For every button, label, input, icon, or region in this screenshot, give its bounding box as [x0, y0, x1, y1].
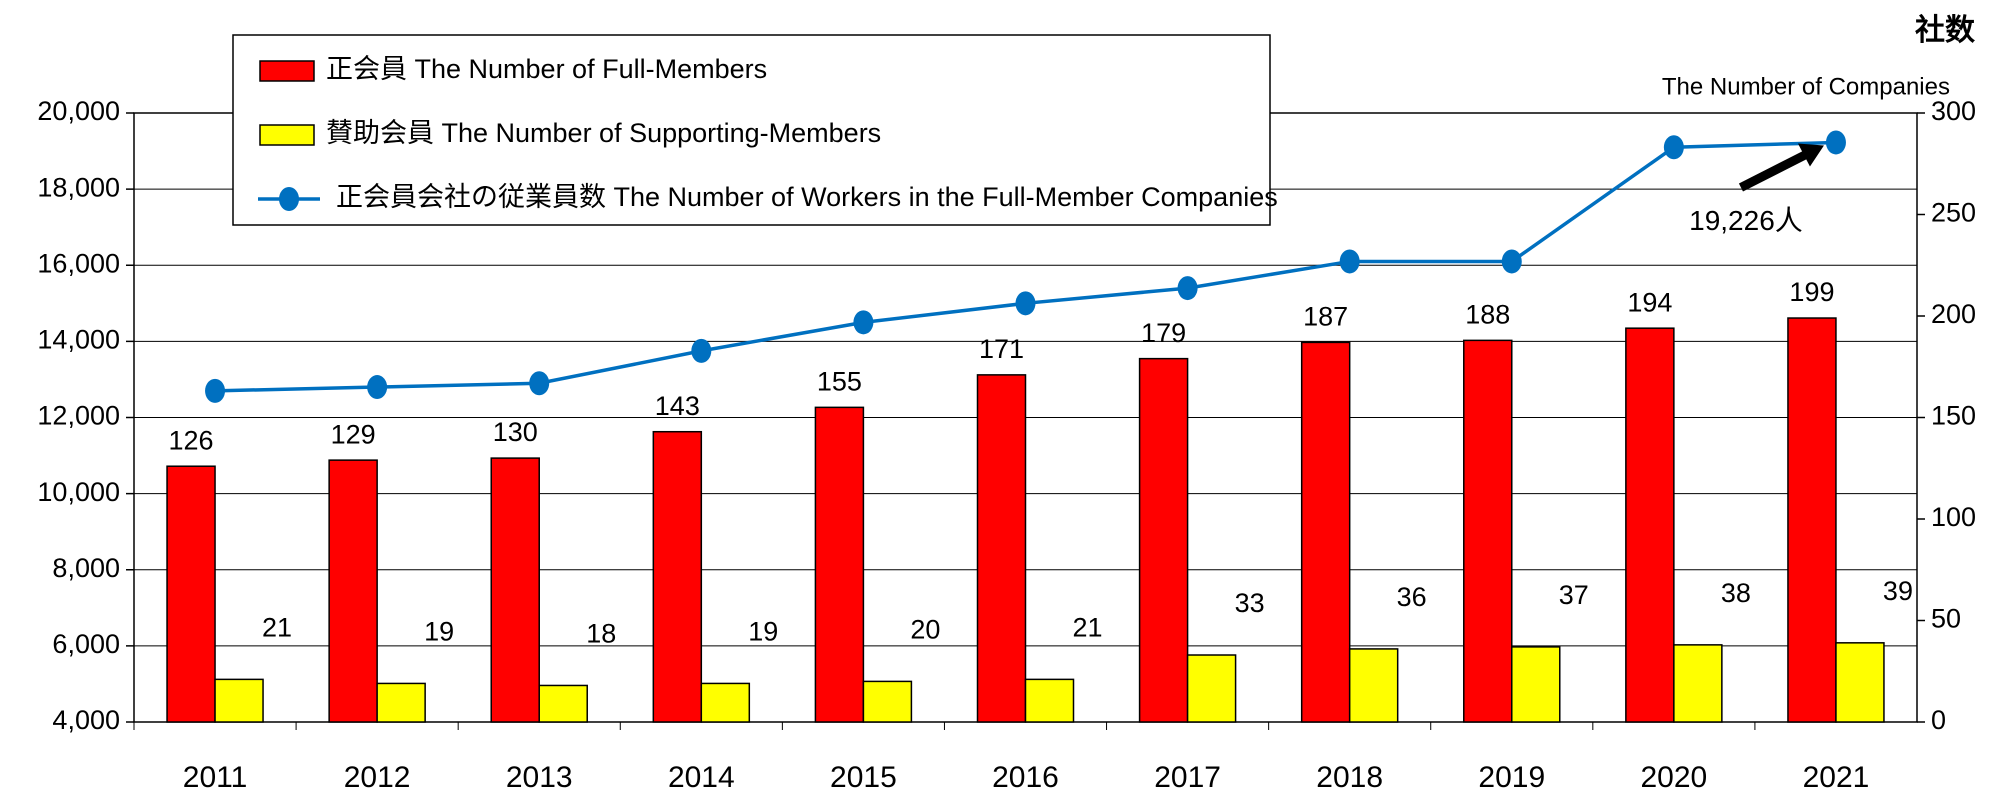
- y2-axis-label: 社数: [1915, 14, 1976, 47]
- y2-tick-label: 100: [1931, 502, 1976, 532]
- value-label: 20: [910, 615, 940, 645]
- bar: [700, 682, 751, 723]
- value-label: 19: [748, 617, 778, 647]
- legend-swatch: [259, 124, 315, 146]
- y-tick-label: 8,000: [52, 553, 120, 583]
- y-tick-label: 6,000: [52, 629, 120, 659]
- bar: [214, 678, 264, 723]
- line-point: [1015, 291, 1036, 316]
- y2-tick-label: 250: [1931, 198, 1976, 228]
- x-tick-label: 2018: [1316, 761, 1383, 794]
- bar: [1673, 644, 1723, 723]
- y2-tick-label: 50: [1931, 604, 1961, 634]
- value-label: 194: [1627, 287, 1672, 317]
- x-tick-label: 2016: [992, 761, 1059, 794]
- value-label: 39: [1883, 576, 1913, 606]
- value-label: 18: [586, 619, 616, 649]
- bar: [328, 459, 378, 723]
- line-point: [205, 378, 226, 403]
- bar: [1186, 654, 1237, 723]
- value-label: 21: [262, 612, 292, 642]
- y-tick-label: 16,000: [37, 248, 120, 278]
- x-tick-label: 2012: [344, 761, 411, 794]
- annotation-arrowhead: [1797, 143, 1824, 167]
- value-label: 155: [817, 366, 862, 396]
- y-tick-label: 14,000: [37, 325, 120, 355]
- value-label: 36: [1397, 582, 1427, 612]
- legend-box: [232, 34, 1271, 226]
- bar: [1463, 339, 1513, 723]
- legend-swatch: [259, 60, 315, 82]
- line-point: [1663, 135, 1684, 160]
- legend-label: 賛助会員 The Number of Supporting-Members: [326, 118, 881, 148]
- bar: [1300, 341, 1351, 723]
- bar: [376, 682, 426, 723]
- line-point: [1501, 249, 1522, 274]
- bar: [1511, 646, 1561, 723]
- x-tick-label: 2015: [830, 761, 897, 794]
- bar: [862, 680, 913, 723]
- x-tick-label: 2019: [1478, 761, 1545, 794]
- bar: [814, 406, 865, 723]
- y-tick-label: 4,000: [52, 705, 120, 735]
- line-point: [1825, 130, 1846, 155]
- bar: [490, 457, 540, 723]
- x-tick-label: 2021: [1803, 761, 1870, 794]
- line-point: [367, 375, 388, 400]
- annotation-arrow: [1738, 150, 1808, 192]
- bar: [652, 430, 703, 723]
- line-point: [529, 371, 550, 396]
- bar: [1787, 317, 1837, 723]
- value-label: 187: [1303, 302, 1348, 332]
- x-tick-label: 2014: [668, 761, 735, 794]
- y2-tick-label: 150: [1931, 401, 1976, 431]
- line-point: [1177, 276, 1198, 301]
- value-label: 171: [979, 334, 1024, 364]
- x-tick-label: 2017: [1154, 761, 1221, 794]
- x-tick-label: 2011: [183, 761, 248, 794]
- y-tick-label: 20,000: [37, 96, 120, 126]
- value-label: 188: [1465, 299, 1510, 329]
- line-point: [691, 338, 712, 363]
- line-point: [853, 310, 874, 335]
- value-label: 130: [493, 417, 538, 447]
- y2-tick-label: 200: [1931, 299, 1976, 329]
- bar: [976, 374, 1027, 723]
- y-tick-label: 12,000: [37, 401, 120, 431]
- x-tick-label: 2013: [506, 761, 573, 794]
- value-label: 19: [424, 617, 454, 647]
- annotation: 19,226人: [1689, 205, 1803, 236]
- bar: [1348, 648, 1399, 723]
- y-tick-label: 18,000: [37, 172, 120, 202]
- bar: [1024, 678, 1075, 723]
- legend-swatch: [279, 187, 299, 211]
- bar: [538, 684, 588, 723]
- bar: [1625, 327, 1675, 723]
- value-label: 199: [1789, 277, 1834, 307]
- y2-axis-sublabel: The Number of Companies: [1662, 73, 1950, 100]
- y-tick-label: 10,000: [37, 477, 120, 507]
- line-point: [1339, 249, 1360, 274]
- value-label: 37: [1559, 580, 1589, 610]
- value-label: 38: [1721, 578, 1751, 608]
- legend-label: 正会員会社の従業員数 The Number of Workers in the …: [336, 182, 1278, 212]
- value-label: 179: [1141, 318, 1186, 348]
- bar: [166, 465, 216, 723]
- x-tick-label: 2020: [1640, 761, 1707, 794]
- y2-tick-label: 300: [1931, 96, 1976, 126]
- value-label: 126: [169, 425, 214, 455]
- value-label: 33: [1235, 588, 1265, 618]
- bar: [1835, 642, 1885, 723]
- y2-tick-label: 0: [1931, 705, 1946, 735]
- value-label: 143: [655, 391, 700, 421]
- bar: [1138, 357, 1189, 723]
- value-label: 21: [1072, 612, 1102, 642]
- value-label: 129: [331, 419, 376, 449]
- legend-label: 正会員 The Number of Full-Members: [326, 54, 767, 84]
